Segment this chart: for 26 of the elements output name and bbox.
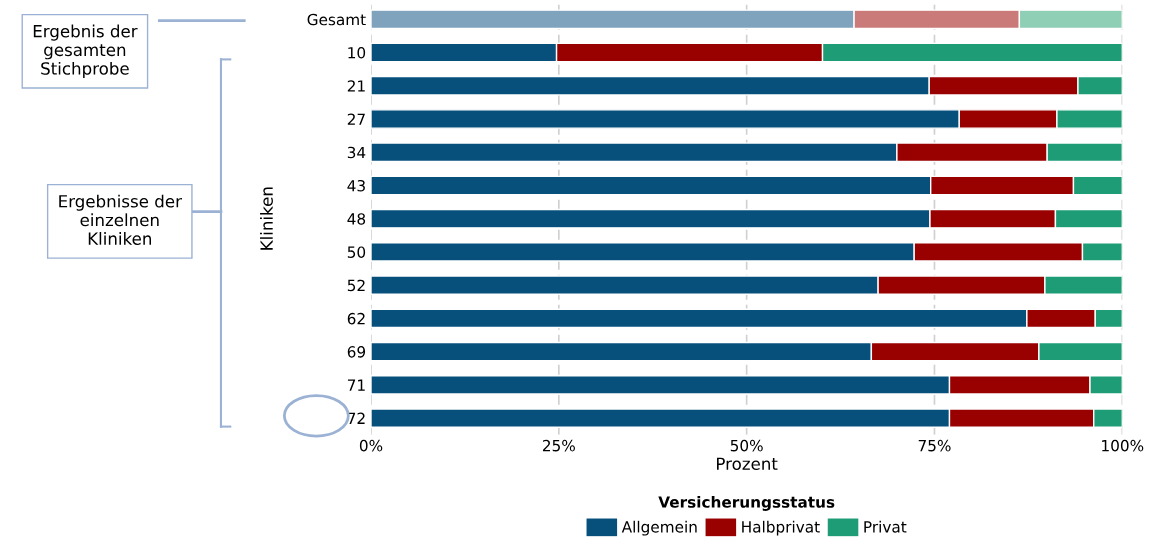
x-tick-label: 100%: [1102, 439, 1144, 452]
y-tick-label: 62: [347, 312, 365, 325]
x-tick-label: 25%: [542, 439, 575, 452]
legend-label: Halbprivat: [742, 520, 820, 536]
x-tick-label: 50%: [730, 439, 763, 452]
y-tick-label: 43: [347, 179, 365, 192]
y-tick-label: 21: [347, 80, 365, 92]
y-tick-label: 50: [347, 246, 366, 258]
y-tick-label: 10: [348, 47, 366, 59]
y-axis-title: Kliniken: [260, 187, 273, 250]
legend-label: Privat: [864, 520, 907, 533]
y-tick-label: Gesamt: [307, 13, 366, 26]
text: Ergebnisse der einzelnen Kliniken: [59, 194, 182, 245]
legend-label: Allgemein: [621, 520, 697, 536]
y-tick-label: 52: [347, 279, 365, 292]
y-tick-label: 71: [347, 379, 365, 391]
y-tick-label: 69: [347, 346, 366, 358]
x-tick-label: 75%: [918, 439, 951, 452]
x-axis-title: Prozent: [717, 457, 778, 471]
text: Ergebnis der gesamten Stichprobe: [33, 24, 138, 79]
y-tick-label: 27: [347, 113, 365, 125]
y-tick-label: 72: [347, 412, 365, 424]
x-tick-label: 0%: [359, 439, 383, 452]
legend-title: Versicherungsstatus: [658, 495, 835, 511]
y-tick-label: 34: [347, 146, 366, 159]
y-tick-label: 48: [347, 213, 366, 225]
